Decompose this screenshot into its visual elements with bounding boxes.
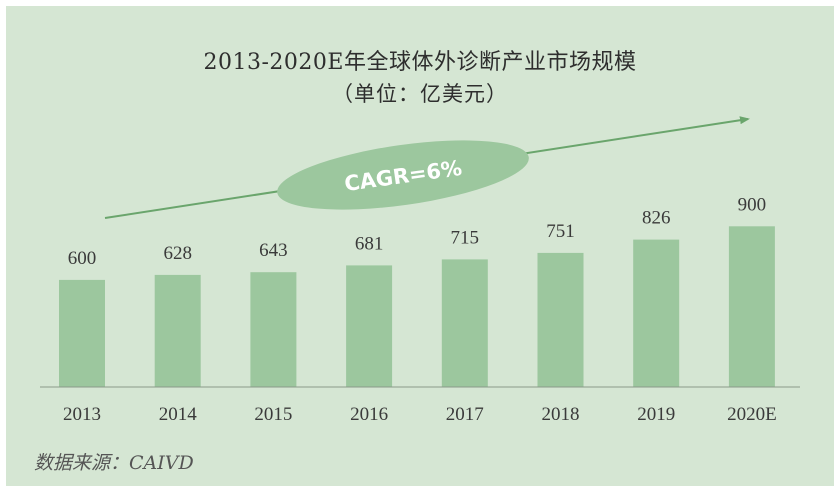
- x-tick-label-2018: 2018: [542, 404, 580, 425]
- value-label-2017: 715: [451, 227, 480, 248]
- value-label-2020E: 900: [738, 194, 767, 215]
- bar-2014: [154, 274, 201, 387]
- x-tick-label-2019: 2019: [637, 404, 675, 425]
- x-tick-labels-group: 2013 2014 2015 2016 2017 2018 2019 2020E: [63, 404, 777, 425]
- value-label-2018: 751: [546, 221, 575, 242]
- cagr-ellipse: [277, 140, 529, 210]
- value-label-2016: 681: [355, 233, 384, 254]
- x-tick-label-2015: 2015: [254, 404, 292, 425]
- chart-title: 2013-2020E年全球体外诊断产业市场规模: [203, 50, 637, 75]
- bars-group: [59, 226, 775, 387]
- x-tick-label-2013: 2013: [63, 404, 101, 425]
- cagr-annotation: CAGR=6%: [277, 140, 529, 210]
- chart-background: [6, 6, 834, 486]
- value-label-2019: 826: [642, 208, 671, 229]
- bar-2018: [537, 252, 584, 387]
- bar-2020E: [728, 226, 775, 387]
- bar-2019: [633, 239, 680, 387]
- x-tick-label-2016: 2016: [350, 404, 388, 425]
- bar-2016: [346, 265, 393, 387]
- x-tick-label-2014: 2014: [159, 404, 198, 425]
- x-tick-label-2017: 2017: [446, 404, 484, 425]
- value-labels-group: 600 628 643 681 715 751 826 900: [68, 194, 766, 269]
- value-label-2014: 628: [163, 243, 192, 264]
- data-source: 数据来源：CAIVD: [34, 452, 194, 474]
- x-tick-label-2020E: 2020E: [727, 404, 777, 425]
- bar-2017: [441, 259, 488, 387]
- chart-subtitle: （单位：亿美元）: [332, 82, 508, 106]
- value-label-2013: 600: [68, 248, 97, 269]
- bar-2015: [250, 272, 297, 387]
- value-label-2015: 643: [259, 240, 288, 261]
- bar-2013: [59, 279, 105, 387]
